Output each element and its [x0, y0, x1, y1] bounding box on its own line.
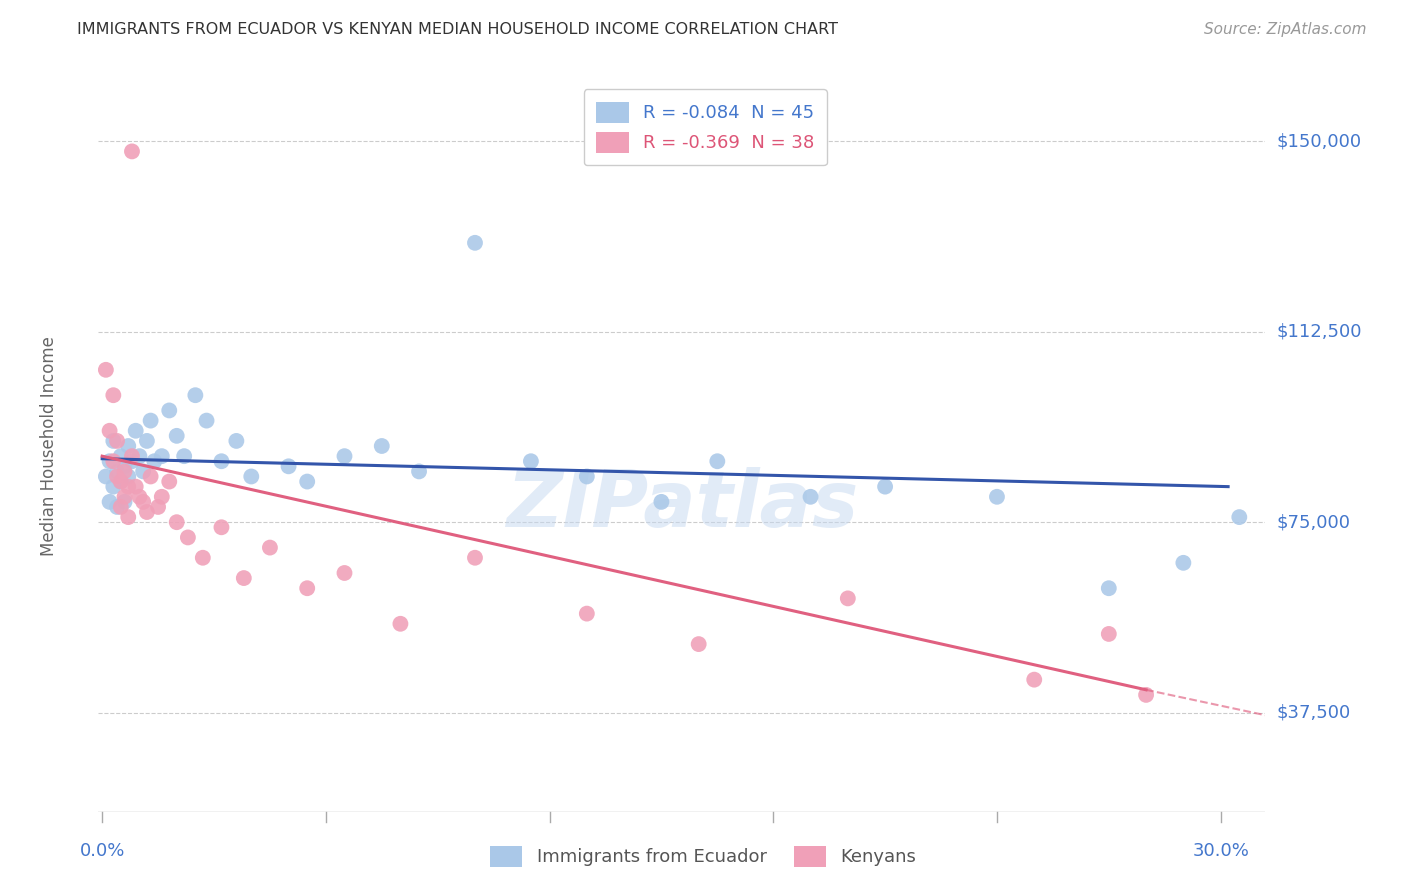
Point	[211, 454, 233, 468]
Point	[650, 495, 672, 509]
Text: $112,500: $112,500	[1277, 323, 1362, 341]
Point	[177, 530, 200, 544]
Point	[166, 515, 188, 529]
Point	[875, 480, 897, 494]
Point	[117, 510, 139, 524]
Point	[110, 500, 132, 514]
Text: 0.0%: 0.0%	[80, 842, 125, 860]
Point	[98, 424, 121, 438]
Point	[132, 464, 155, 478]
Point	[464, 235, 486, 250]
Point	[110, 475, 132, 489]
Point	[1098, 627, 1121, 641]
Point	[114, 490, 136, 504]
Point	[125, 424, 148, 438]
Point	[166, 429, 188, 443]
Point	[117, 439, 139, 453]
Point	[121, 449, 143, 463]
Point	[135, 505, 157, 519]
Point	[295, 581, 318, 595]
Point	[121, 454, 143, 468]
Point	[1227, 510, 1250, 524]
Point	[157, 475, 180, 489]
Point	[103, 388, 125, 402]
Point	[389, 616, 412, 631]
Point	[520, 454, 543, 468]
Point	[184, 388, 207, 402]
Point	[1135, 688, 1157, 702]
Point	[259, 541, 281, 555]
Text: ZIPatlas: ZIPatlas	[506, 467, 858, 542]
Point	[688, 637, 710, 651]
Text: $150,000: $150,000	[1277, 132, 1361, 150]
Point	[371, 439, 394, 453]
Point	[464, 550, 486, 565]
Point	[575, 469, 598, 483]
Point	[121, 145, 143, 159]
Point	[98, 495, 121, 509]
Point	[225, 434, 247, 448]
Text: $37,500: $37,500	[1277, 704, 1351, 722]
Point	[277, 459, 299, 474]
Point	[98, 454, 121, 468]
Text: Source: ZipAtlas.com: Source: ZipAtlas.com	[1204, 22, 1367, 37]
Point	[114, 495, 136, 509]
Point	[1173, 556, 1195, 570]
Point	[211, 520, 233, 534]
Point	[94, 363, 117, 377]
Text: IMMIGRANTS FROM ECUADOR VS KENYAN MEDIAN HOUSEHOLD INCOME CORRELATION CHART: IMMIGRANTS FROM ECUADOR VS KENYAN MEDIAN…	[77, 22, 838, 37]
Point	[128, 449, 150, 463]
Point	[103, 454, 125, 468]
Point	[706, 454, 728, 468]
Text: $75,000: $75,000	[1277, 513, 1351, 532]
Text: 30.0%: 30.0%	[1192, 842, 1249, 860]
Point	[837, 591, 859, 606]
Point	[117, 469, 139, 483]
Point	[110, 449, 132, 463]
Legend: Immigrants from Ecuador, Kenyans: Immigrants from Ecuador, Kenyans	[482, 838, 924, 874]
Point	[103, 480, 125, 494]
Point	[986, 490, 1008, 504]
Point	[103, 434, 125, 448]
Point	[195, 414, 218, 428]
Point	[114, 464, 136, 478]
Point	[128, 490, 150, 504]
Text: Median Household Income: Median Household Income	[41, 336, 58, 556]
Point	[110, 475, 132, 489]
Point	[117, 480, 139, 494]
Point	[191, 550, 214, 565]
Point	[135, 434, 157, 448]
Point	[114, 459, 136, 474]
Point	[333, 566, 356, 580]
Point	[125, 480, 148, 494]
Point	[1098, 581, 1121, 595]
Point	[139, 469, 162, 483]
Point	[408, 464, 430, 478]
Point	[240, 469, 263, 483]
Point	[105, 434, 128, 448]
Point	[333, 449, 356, 463]
Point	[105, 469, 128, 483]
Point	[146, 500, 169, 514]
Point	[105, 464, 128, 478]
Point	[143, 454, 166, 468]
Point	[232, 571, 254, 585]
Point	[1024, 673, 1046, 687]
Point	[799, 490, 821, 504]
Point	[150, 449, 173, 463]
Point	[157, 403, 180, 417]
Point	[173, 449, 195, 463]
Point	[150, 490, 173, 504]
Point	[139, 414, 162, 428]
Point	[295, 475, 318, 489]
Point	[105, 500, 128, 514]
Legend: R = -0.084  N = 45, R = -0.369  N = 38: R = -0.084 N = 45, R = -0.369 N = 38	[583, 89, 827, 165]
Point	[132, 495, 155, 509]
Point	[94, 469, 117, 483]
Point	[575, 607, 598, 621]
